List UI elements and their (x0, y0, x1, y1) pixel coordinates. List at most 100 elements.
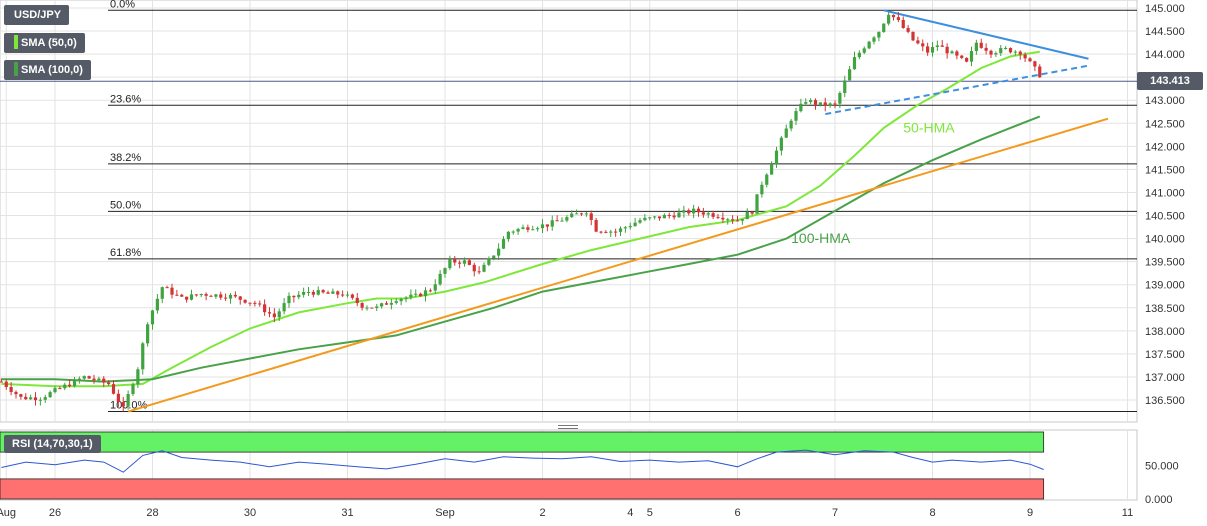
candle-body (804, 102, 808, 104)
candle-body (1033, 61, 1037, 67)
candle-body (111, 384, 116, 394)
candle-body (160, 287, 164, 299)
candle-body (818, 102, 822, 105)
candle-body (492, 255, 496, 259)
x-tick-label: 6 (734, 507, 740, 519)
indicator-lines (1, 9, 1109, 413)
candle-body (345, 294, 350, 296)
rsi-tick-label: 0.000 (1145, 494, 1173, 506)
candle-body (887, 14, 891, 24)
panel-divider-handle[interactable] (558, 425, 578, 429)
candle-body (428, 290, 432, 292)
candle-body (380, 303, 384, 307)
candle-body (33, 397, 38, 401)
candle-body (297, 294, 301, 298)
y-tick-label: 145.000 (1145, 3, 1185, 15)
candle-body (238, 296, 242, 300)
candle-body (711, 213, 715, 217)
candle-body (755, 194, 759, 214)
candle-body (536, 228, 540, 230)
trendline-support (127, 117, 1109, 413)
candle-body (302, 291, 306, 295)
x-tick-label: 30 (244, 507, 256, 519)
candle-body (696, 208, 701, 213)
candle-body (0, 381, 3, 383)
sma-50-text: SMA (50,0) (21, 37, 77, 49)
y-tick-label: 141.500 (1145, 164, 1185, 176)
candle-body (58, 388, 62, 390)
y-tick-label: 140.500 (1145, 211, 1185, 223)
candle-body (555, 220, 559, 222)
candle-body (121, 402, 125, 407)
candle-body (136, 369, 140, 385)
candle-body (404, 297, 408, 299)
candle-body (935, 45, 939, 47)
y-tick-label: 139.500 (1145, 257, 1185, 269)
fib-label: 38.2% (110, 152, 141, 164)
candle-body (150, 310, 155, 325)
candle-body (375, 306, 379, 308)
candle-body (102, 378, 106, 383)
candle-body (623, 227, 627, 229)
candle-body (131, 384, 135, 395)
candle-body (423, 290, 428, 297)
candle-body (199, 293, 203, 296)
candle-body (9, 387, 13, 392)
candle-body (29, 397, 33, 400)
sma-100-swatch (14, 62, 18, 76)
candle-body (355, 297, 359, 304)
candle-body (916, 40, 920, 44)
candle-body (823, 102, 827, 106)
sma-100-label[interactable]: SMA (100,0) (4, 60, 91, 80)
current-price-badge: 143.413 (1137, 72, 1203, 90)
candle-body (726, 219, 730, 221)
rsi-label[interactable]: RSI (14,70,30,1) (4, 435, 101, 453)
symbol-label[interactable]: USD/JPY (4, 5, 70, 25)
candle-body (146, 324, 150, 344)
candle-body (433, 284, 437, 291)
candle-body (306, 291, 311, 293)
candle-body (906, 27, 910, 32)
candle-body (765, 174, 769, 185)
candle-body (867, 41, 871, 49)
y-tick-label: 141.000 (1145, 187, 1185, 199)
candle-body (24, 396, 28, 400)
candle-body (233, 294, 237, 297)
x-tick-label: 28 (146, 507, 158, 519)
candle-body (438, 273, 442, 285)
x-tick-label: 5 (647, 507, 653, 519)
candle-body (969, 51, 974, 62)
candle-body (960, 55, 964, 58)
candle-body (394, 301, 398, 303)
fib-label: 0.0% (110, 0, 135, 10)
candle-body (813, 100, 818, 105)
candle-body (911, 31, 915, 41)
rsi-overbought-zone (0, 431, 1045, 453)
fib-label: 61.8% (110, 247, 141, 259)
candle-body (258, 303, 262, 305)
candle-body (857, 52, 861, 58)
hma-annotation: 50-HMA (903, 120, 955, 136)
sma-100-text: SMA (100,0) (21, 64, 83, 76)
candle-body (165, 287, 169, 289)
fib-label: 50.0% (110, 199, 141, 211)
candle-body (930, 46, 935, 53)
fib-label: 23.6% (110, 93, 141, 105)
candle-body (292, 295, 296, 298)
candle-body (779, 137, 783, 151)
candle-body (896, 17, 900, 20)
sma-50-label[interactable]: SMA (50,0) (4, 33, 85, 53)
candle-body (848, 69, 852, 81)
candle-body (53, 388, 57, 393)
candle-body (774, 150, 779, 164)
candle-body (155, 298, 159, 311)
candle-body (862, 48, 866, 53)
price-axis: 145.000144.500144.000143.500143.000142.5… (1145, 3, 1185, 407)
candle-body (482, 264, 486, 272)
candle-body (540, 224, 545, 229)
candle-body (565, 217, 569, 221)
candle-body (1038, 66, 1042, 78)
candle-body (594, 219, 598, 232)
candle-body (272, 313, 276, 318)
